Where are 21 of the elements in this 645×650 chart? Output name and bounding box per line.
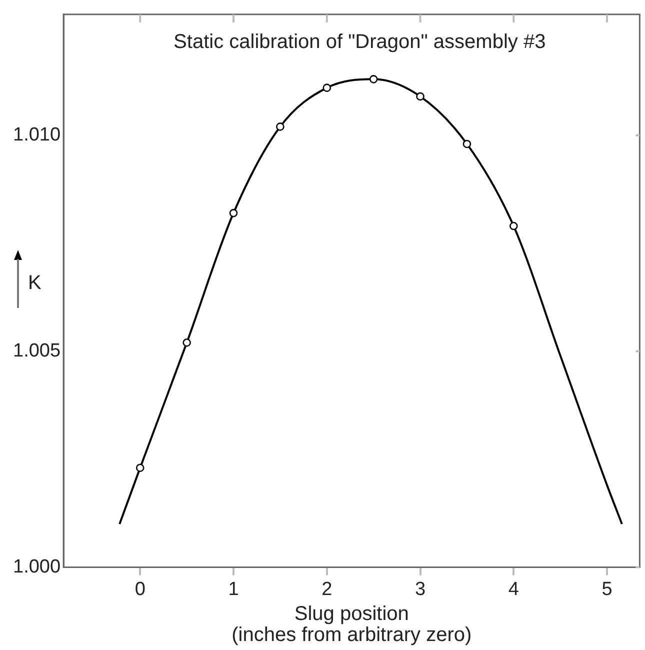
point: [416, 92, 424, 101]
y-tick-label: 1.000: [13, 556, 61, 578]
x-axis-title: Slug position (inches from arbitrary zero): [232, 603, 472, 646]
y-axis-title: K: [28, 272, 42, 295]
x-tick-label: 1: [228, 578, 239, 600]
x-tick-label: 2: [322, 578, 332, 600]
point: [509, 222, 518, 230]
text: Static calibration of "Dragon" assembly #3: [174, 30, 546, 53]
x-tick-label: 3: [414, 578, 426, 600]
x-tick-label: 0: [134, 578, 146, 600]
x-tick-label: 5: [602, 578, 612, 600]
y-tick-label: 1.005: [13, 340, 61, 362]
point: [276, 122, 284, 131]
point: [322, 84, 332, 92]
point: [229, 208, 238, 218]
point: [182, 338, 191, 347]
point: [136, 464, 144, 472]
y-tick-label: 1.010: [13, 124, 61, 146]
x-tick-label: 4: [508, 578, 520, 600]
point: [462, 140, 472, 148]
point: [369, 75, 378, 84]
